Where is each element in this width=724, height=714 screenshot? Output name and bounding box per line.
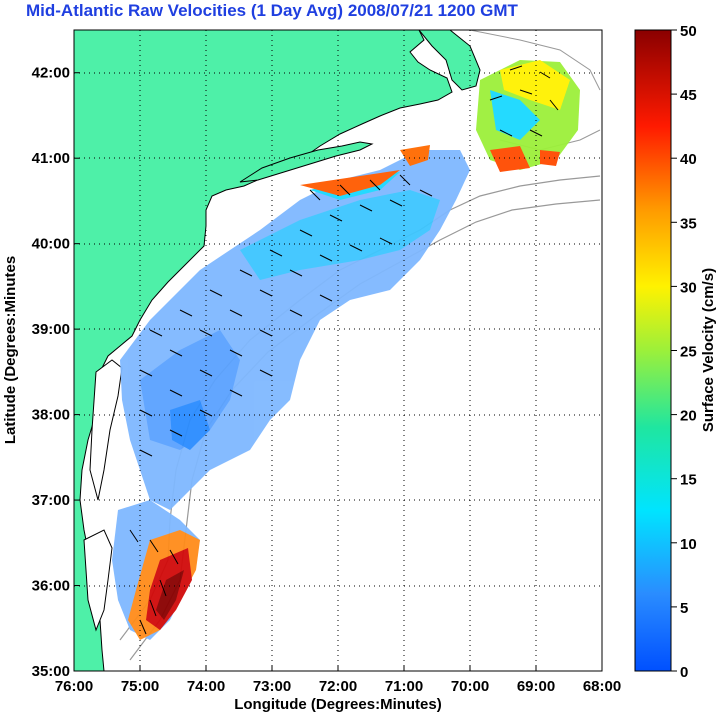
y-tick-label: 40:00 (32, 236, 70, 253)
x-tick-label: 75:00 (121, 678, 159, 695)
y-tick-label: 36:00 (32, 578, 70, 595)
y-tick-label: 37:00 (32, 492, 70, 509)
colorbar-tick-label: 5 (680, 600, 688, 617)
x-tick-label: 76:00 (55, 678, 93, 695)
velocity-field (112, 60, 580, 640)
colorbar-tick-label: 10 (680, 536, 697, 553)
pamlico-sound (83, 529, 113, 632)
colorbar-tick-label: 30 (680, 279, 697, 296)
velocity-arrows (129, 65, 559, 635)
colorbar-label: Surface Velocity (cm/s) (700, 268, 717, 432)
colorbar-tick-label: 25 (680, 344, 697, 361)
colorbar-tick-label: 35 (680, 215, 697, 232)
y-tick-label: 35:00 (32, 663, 70, 680)
y-tick-label: 39:00 (32, 321, 70, 338)
x-tick-label: 72:00 (319, 678, 357, 695)
colorbar (634, 29, 672, 672)
y-axis-ticks: 35:00 36:00 37:00 38:00 39:00 40:00 41:00 42:00 (32, 65, 80, 680)
colorbar-ticks: 0 5 10 15 20 25 30 35 40 45 50 (671, 23, 697, 681)
x-tick-label: 69:00 (517, 678, 555, 695)
grid-lines (74, 30, 602, 671)
y-tick-label: 42:00 (32, 65, 70, 82)
colorbar-tick-label: 20 (680, 408, 697, 425)
colorbar-tick-label: 40 (680, 151, 697, 168)
cape-cod (418, 30, 481, 91)
x-tick-label: 74:00 (187, 678, 225, 695)
colorbar-tick-label: 0 (680, 664, 688, 681)
x-tick-label: 71:00 (385, 678, 423, 695)
x-tick-label: 73:00 (253, 678, 291, 695)
colorbar-tick-label: 50 (680, 23, 697, 40)
y-tick-label: 41:00 (32, 150, 70, 167)
colorbar-tick-label: 45 (680, 87, 697, 104)
colorbar-tick-label: 15 (680, 472, 697, 489)
y-tick-label: 38:00 (32, 407, 70, 424)
y-axis-label: Latitude (Degrees:Minutes (2, 256, 19, 444)
x-axis-label: Longitude (Degrees:Minutes) (234, 696, 442, 713)
delmarva-bay (89, 359, 123, 501)
x-tick-label: 68:00 (583, 678, 621, 695)
x-axis-ticks: 76:00 75:00 74:00 73:00 72:00 71:00 70:00 69:00… (55, 665, 621, 695)
map-title: Mid-Atlantic Raw Velocities (1 Day Avg) … (26, 1, 518, 20)
x-tick-label: 70:00 (451, 678, 489, 695)
